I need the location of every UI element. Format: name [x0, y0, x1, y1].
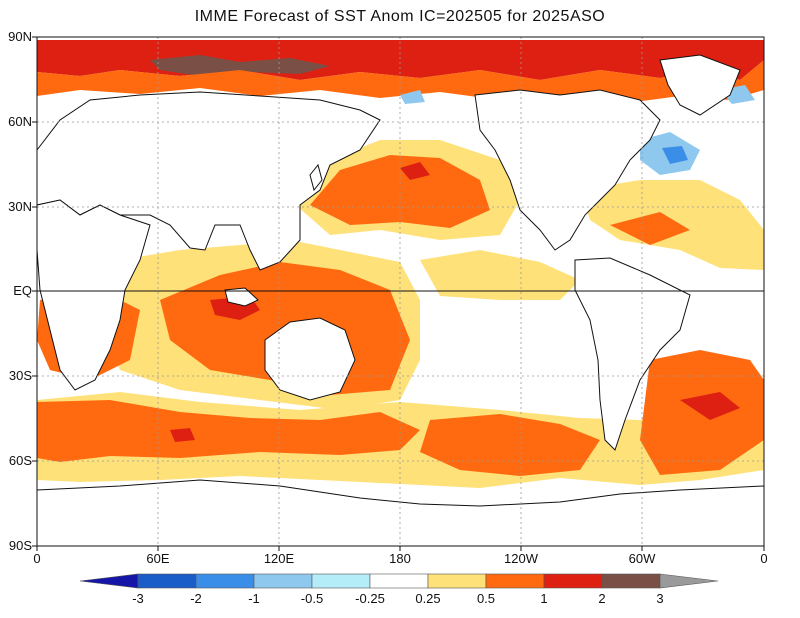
lat-label-eq: EQ — [13, 283, 32, 298]
colorbar-swatch — [485, 573, 545, 589]
south-america — [574, 257, 691, 451]
colorbar-left-arrow — [79, 573, 139, 589]
africa — [36, 199, 151, 391]
colorbar — [79, 573, 719, 589]
colorbar-swatch — [253, 573, 313, 589]
colorbar-swatch — [137, 573, 197, 589]
epac-light — [420, 250, 580, 300]
grid — [37, 37, 764, 546]
sbelt-mid-east — [420, 414, 600, 476]
lon-label-120e: 120E — [263, 551, 295, 566]
npac-mid — [310, 155, 490, 228]
colorbar-label: 2 — [598, 591, 606, 606]
lat-label-30n: 30N — [8, 199, 32, 214]
indonesia — [224, 287, 259, 307]
lat-label-90n: 90N — [8, 29, 32, 44]
colorbar-label: -3 — [132, 591, 144, 606]
nwatl-cool-2 — [662, 146, 688, 164]
lon-label-180: 180 — [389, 551, 411, 566]
lon-label-60w: 60W — [628, 551, 656, 566]
lat-label-60s: 60S — [8, 453, 32, 468]
sw-pac-strong — [170, 428, 195, 442]
lat-label-60n: 60N — [8, 114, 32, 129]
map-title: IMME Forecast of SST Anom IC=202505 for … — [194, 8, 606, 25]
axis-ticks — [32, 36, 765, 551]
australia — [264, 317, 356, 401]
colorbar-swatch — [195, 573, 255, 589]
colorbar-swatch — [311, 573, 371, 589]
arctic-cool — [400, 90, 425, 104]
north-america — [474, 89, 661, 251]
lon-label-0: 0 — [33, 551, 41, 566]
lon-label-60e: 60E — [146, 551, 170, 566]
japan — [309, 163, 323, 192]
colorbar-label: -0.25 — [355, 591, 385, 606]
colorbar-label: -1 — [248, 591, 260, 606]
colorbar-label: 3 — [656, 591, 664, 606]
satl-strong — [680, 392, 740, 420]
colorbar-label: -0.5 — [300, 591, 324, 606]
colorbar-right-arrow — [659, 573, 719, 589]
lon-label-0-east: 0 — [760, 551, 768, 566]
sbelt-mid-west — [37, 400, 420, 462]
colorbar-label: 0.5 — [476, 591, 496, 606]
lat-label-90s: 90S — [8, 538, 32, 553]
npac-strong — [400, 162, 430, 180]
colorbar-swatch — [427, 573, 487, 589]
colorbar-swatch — [601, 573, 661, 589]
colorbar-label: 0.25 — [415, 591, 441, 606]
colorbar-label: -2 — [190, 591, 202, 606]
natl-mid — [610, 212, 690, 245]
arctic-extreme — [150, 55, 330, 76]
colorbar-swatch — [369, 573, 429, 589]
lat-label-30s: 30S — [8, 368, 32, 383]
colorbar-swatch — [543, 573, 603, 589]
lon-label-120w: 120W — [504, 551, 538, 566]
greenland — [659, 54, 741, 116]
colorbar-label: 1 — [540, 591, 548, 606]
